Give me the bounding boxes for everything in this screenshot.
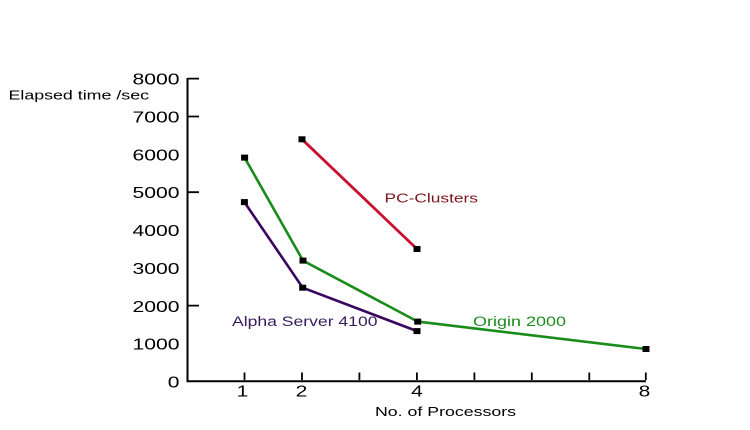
- svg-text:8000: 8000: [133, 72, 181, 89]
- svg-text:4000: 4000: [133, 223, 181, 240]
- svg-text:PC-Clusters: PC-Clusters: [385, 190, 479, 205]
- svg-text:8: 8: [639, 384, 651, 401]
- svg-text:3000: 3000: [133, 261, 181, 278]
- svg-text:5000: 5000: [133, 185, 181, 202]
- svg-text:7000: 7000: [133, 109, 181, 126]
- svg-text:1000: 1000: [133, 337, 181, 354]
- svg-text:2000: 2000: [133, 299, 181, 316]
- svg-text:1: 1: [237, 384, 249, 401]
- svg-text:0: 0: [168, 375, 180, 392]
- svg-text:No. of Processors: No. of Processors: [375, 404, 517, 419]
- svg-text:2: 2: [296, 384, 308, 401]
- svg-text:6000: 6000: [133, 147, 181, 164]
- svg-text:Alpha Server 4100: Alpha Server 4100: [232, 314, 378, 329]
- svg-text:Origin 2000: Origin 2000: [473, 314, 566, 329]
- svg-text:4: 4: [411, 384, 423, 401]
- svg-text:Elapsed time /sec: Elapsed time /sec: [9, 88, 150, 103]
